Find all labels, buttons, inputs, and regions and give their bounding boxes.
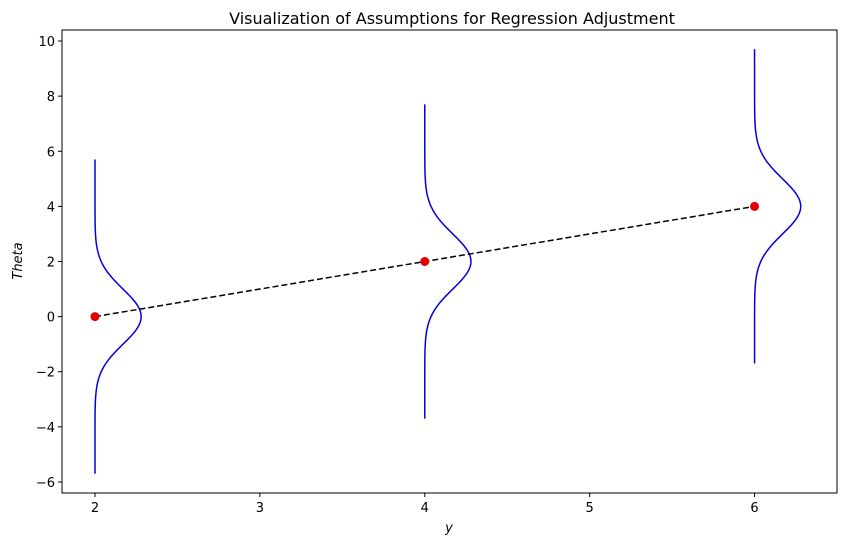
- x-axis: 2 3 4 5 6: [91, 493, 759, 516]
- density-curve: [753, 49, 802, 364]
- plot-frame: [61, 29, 838, 494]
- data-point: [750, 201, 760, 211]
- x-tick-label: 6: [750, 501, 758, 516]
- x-tick-label: 2: [91, 501, 99, 516]
- y-tick-label: 2: [47, 256, 55, 271]
- y-tick-label: 4: [47, 200, 55, 215]
- plot-area: [90, 49, 802, 474]
- y-tick-label: −6: [36, 476, 55, 491]
- y-tick-label: −4: [36, 421, 55, 436]
- y-axis-label: Theta: [11, 242, 26, 279]
- y-axis: −6 −4 −2 0 2 4 6 8 10: [36, 35, 62, 491]
- x-tick-label: 5: [586, 501, 594, 516]
- x-tick-label: 4: [421, 501, 429, 516]
- y-tick-label: 10: [38, 35, 55, 50]
- x-tick-label: 3: [256, 501, 264, 516]
- density-curve: [424, 104, 472, 419]
- density-curve: [94, 159, 142, 474]
- y-tick-label: 0: [47, 311, 55, 326]
- x-axis-label: y: [444, 521, 453, 536]
- y-tick-label: −2: [36, 366, 55, 381]
- chart-title: Visualization of Assumptions for Regress…: [229, 9, 675, 28]
- data-point: [420, 257, 430, 266]
- y-tick-label: 6: [47, 145, 55, 160]
- data-point: [90, 312, 100, 322]
- y-tick-label: 8: [47, 90, 55, 105]
